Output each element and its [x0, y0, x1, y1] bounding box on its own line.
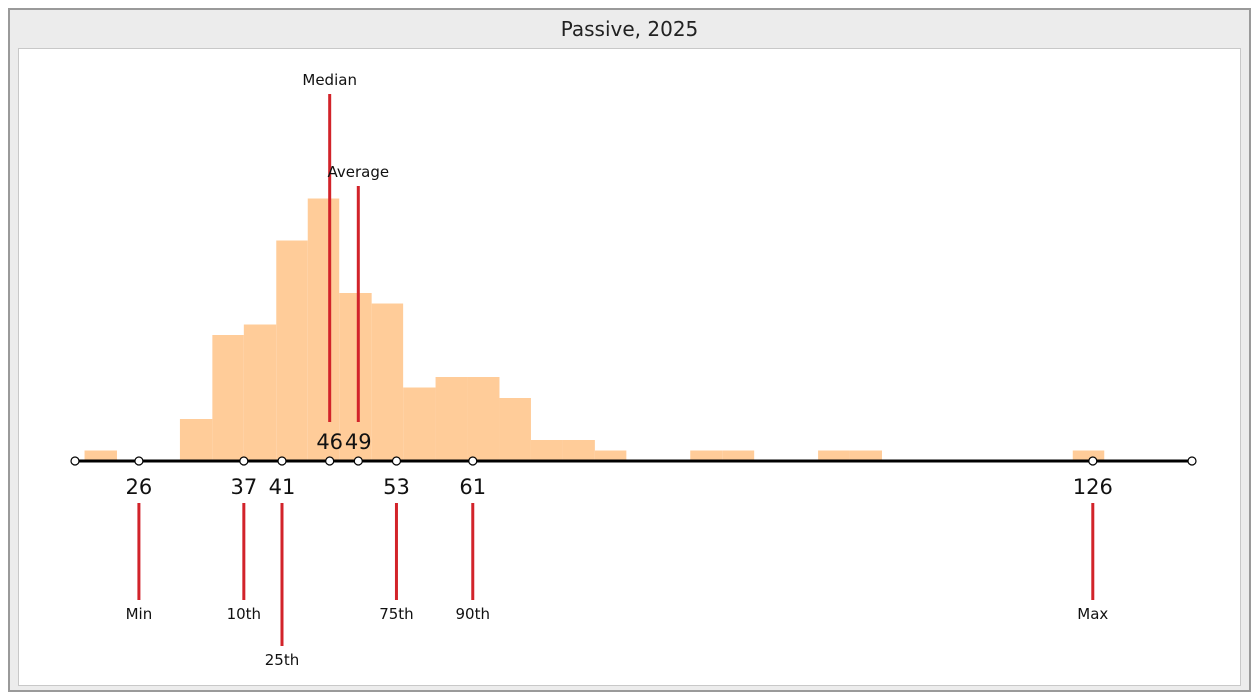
stat-name-label: 90th	[456, 605, 490, 623]
histogram-bar	[499, 398, 531, 461]
histogram-bar	[243, 324, 277, 461]
histogram-bar	[467, 377, 500, 461]
stat-axis-marker	[468, 456, 478, 466]
stat-name-label: 75th	[379, 605, 413, 623]
histogram-bar	[403, 387, 436, 461]
stat-value-label: 126	[1073, 475, 1113, 499]
histogram-bar	[435, 377, 468, 461]
stat-axis-marker	[239, 456, 249, 466]
stat-value-label: 49	[345, 430, 372, 454]
stat-name-label: 10th	[227, 605, 261, 623]
stat-value-label: 37	[230, 475, 257, 499]
stat-name-label: Average	[327, 163, 389, 181]
stat-name-label: Max	[1077, 605, 1108, 623]
stat-value-label: 46	[316, 430, 343, 454]
axis-end-marker	[70, 456, 80, 466]
chart-title: Passive, 2025	[560, 17, 699, 41]
histogram-bar	[339, 293, 372, 461]
histogram-bar	[849, 450, 882, 461]
stat-value-label: 53	[383, 475, 410, 499]
stat-axis-marker	[391, 456, 402, 466]
stat-axis-marker	[134, 456, 144, 466]
histogram-bar	[371, 303, 404, 461]
stat-name-label: 25th	[265, 651, 299, 669]
histogram-bar	[276, 240, 308, 461]
stat-axis-marker	[353, 456, 363, 466]
stat-value-label: 61	[459, 475, 486, 499]
stat-name-label: Min	[126, 605, 153, 623]
histogram-bar	[84, 450, 117, 461]
histogram-bar	[530, 440, 563, 461]
histogram-bar	[690, 450, 723, 461]
stat-name-label: Median	[302, 71, 357, 89]
stat-value-label: 26	[126, 475, 153, 499]
histogram-bar	[212, 335, 244, 461]
histogram-bar	[307, 198, 340, 461]
axis-end-marker	[1187, 456, 1197, 466]
stat-axis-marker	[277, 456, 287, 466]
histogram-bar	[562, 440, 595, 461]
histogram-bar	[818, 450, 850, 461]
histogram-bar	[722, 450, 755, 461]
stat-axis-marker	[1088, 456, 1098, 466]
chart-window: Passive, 2025	[8, 8, 1251, 692]
histogram-bar	[1072, 450, 1105, 461]
histogram-bar	[179, 419, 213, 461]
stat-value-label: 41	[269, 475, 296, 499]
stat-axis-marker	[325, 456, 335, 466]
histogram-bar	[594, 450, 627, 461]
